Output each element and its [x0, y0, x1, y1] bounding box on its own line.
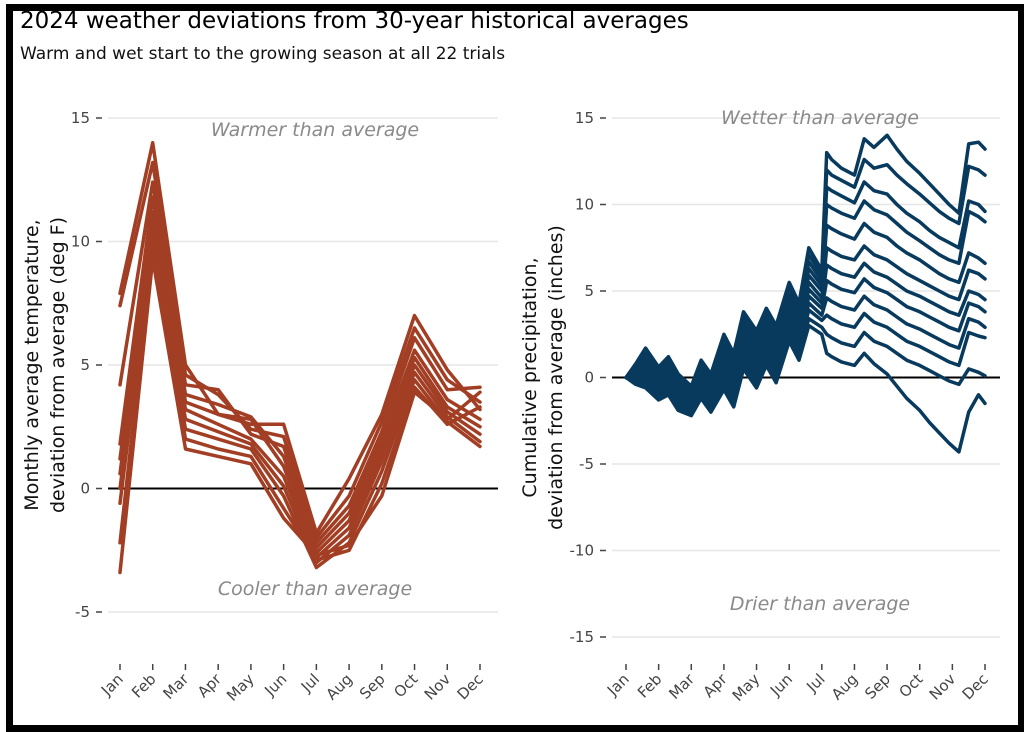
- x-tick-label: Sep: [356, 670, 389, 703]
- y-tick-label: -10: [570, 542, 595, 560]
- x-tick-label: Feb: [634, 670, 666, 702]
- x-tick-label: Feb: [128, 670, 160, 702]
- y-axis-label-line2: deviation from average (inches): [545, 225, 567, 530]
- annotation-top: Warmer than average: [211, 119, 419, 141]
- y-tick-label: -15: [570, 628, 595, 646]
- series-line-site-1: [624, 133, 987, 388]
- y-tick-label: 15: [71, 109, 90, 127]
- y-tick-label: 0: [80, 480, 90, 498]
- x-tick-label: Jun: [260, 670, 290, 700]
- x-tick-label: Jan: [603, 670, 633, 700]
- x-tick-label: Aug: [322, 670, 355, 703]
- x-tick-label: Dec: [959, 670, 992, 703]
- series-line-site-10: [624, 308, 987, 414]
- x-tick-label: Aug: [828, 670, 861, 703]
- x-tick-label: May: [223, 670, 258, 705]
- x-tick-label: Jul: [802, 670, 828, 696]
- x-tick-label: Nov: [421, 670, 455, 704]
- y-axis-label-line1: Cumulative precipitation,: [519, 257, 541, 497]
- series-line-site-6: [624, 244, 987, 404]
- series-line-site-7: [624, 261, 987, 407]
- series-line-site-5: [624, 221, 987, 401]
- annotation-bottom: Drier than average: [730, 593, 910, 615]
- annotation-bottom: Cooler than average: [218, 578, 412, 600]
- x-tick-label: Nov: [926, 670, 960, 704]
- x-tick-label: Mar: [160, 670, 193, 703]
- series-line-site-3: [624, 180, 987, 394]
- y-tick-label: 5: [584, 282, 594, 300]
- chart-title: 2024 weather deviations from 30-year his…: [20, 8, 689, 34]
- series-line-trial-1: [118, 140, 482, 535]
- y-axis-label-line2: deviation from average (deg F): [47, 217, 69, 513]
- annotation-top: Wetter than average: [721, 107, 919, 129]
- x-tick-label: Jun: [766, 670, 796, 700]
- x-tick-label: Sep: [861, 670, 894, 703]
- x-tick-label: Jan: [97, 670, 127, 700]
- series-line-trial-10: [118, 257, 482, 575]
- y-tick-label: -5: [75, 603, 90, 621]
- x-tick-label: Dec: [454, 670, 487, 703]
- series-line-trial-2: [118, 160, 482, 540]
- x-tick-label: Oct: [895, 670, 926, 701]
- x-tick-label: Jul: [297, 670, 323, 696]
- series-line-site-12: [624, 323, 987, 454]
- y-axis-label-line1: Monthly average temperature,: [21, 219, 43, 510]
- series-line-site-9: [624, 294, 987, 413]
- x-tick-label: Apr: [194, 670, 226, 702]
- series-line-site-4: [624, 199, 987, 397]
- y-tick-label: 5: [80, 356, 90, 374]
- y-tick-label: -5: [579, 455, 594, 473]
- y-tick-label: 10: [71, 233, 90, 251]
- y-tick-label: 15: [575, 109, 594, 127]
- x-tick-label: Mar: [665, 670, 698, 703]
- y-tick-label: 0: [584, 369, 594, 387]
- y-tick-label: 10: [575, 196, 594, 214]
- x-tick-label: May: [729, 670, 764, 705]
- x-tick-label: Apr: [700, 670, 732, 702]
- chart-subtitle: Warm and wet start to the growing season…: [20, 44, 506, 64]
- x-tick-label: Oct: [390, 670, 421, 701]
